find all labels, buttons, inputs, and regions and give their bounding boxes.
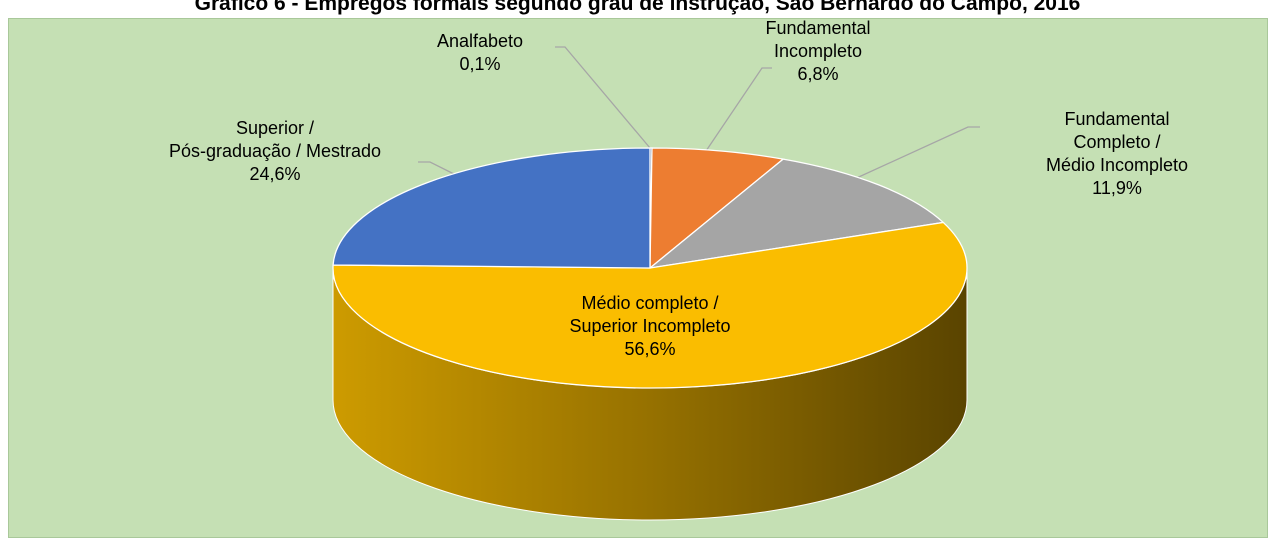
leader-line (418, 161, 461, 178)
data-label: Fundamental Completo / Médio Incompleto 1… (1038, 108, 1196, 200)
category-label: Analfabeto (436, 31, 524, 51)
leader-line (849, 126, 980, 182)
value-label: 24,6% (249, 164, 301, 184)
data-label: Fundamental Incompleto 6,8% (765, 17, 870, 86)
pie-slice (332, 221, 968, 389)
value-label: 11,9% (1092, 178, 1142, 198)
value-label: 56,6% (624, 339, 676, 359)
value-label: 0,1% (459, 54, 501, 74)
category-label: Fundamental Incompleto (765, 18, 871, 61)
data-label: Superior / Pós-graduação / Mestrado 24,6% (169, 117, 381, 186)
pie-slice (332, 147, 651, 269)
category-label: Médio completo / Superior Incompleto (569, 293, 731, 336)
chart-title: Gráfico 6 - Empregos formais segundo gra… (194, 0, 1081, 15)
leader-line (705, 67, 772, 152)
pie-slice (649, 147, 785, 270)
leader-line (555, 46, 651, 149)
category-label: Superior / Pós-graduação / Mestrado (168, 118, 382, 161)
pie-slice (647, 158, 945, 270)
leader-lines (418, 46, 980, 182)
pie-tops (332, 147, 968, 389)
category-label: Fundamental Completo / Médio Incompleto (1045, 109, 1189, 175)
value-label: 6,8% (797, 64, 839, 84)
data-label: Analfabeto 0,1% (437, 30, 523, 76)
data-label: Médio completo / Superior Incompleto 56,6… (569, 292, 730, 361)
